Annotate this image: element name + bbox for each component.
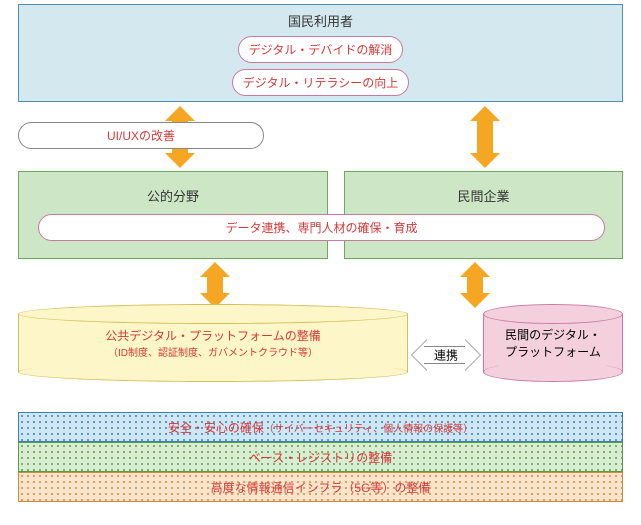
- link-label: 連携: [412, 347, 480, 364]
- l1-t: 安全・安心の確保: [168, 421, 264, 435]
- users-box: 国民利用者 デジタル・デバイドの解消 デジタル・リテラシーの向上: [18, 4, 623, 102]
- pill-divide: デジタル・デバイドの解消: [238, 36, 404, 63]
- shared-pill: データ連携、専門人材の確保・育成: [38, 214, 605, 241]
- layer-registry: ベース・レジストリの整備: [18, 442, 623, 472]
- cylL-l2: （ID制度、認証制度、ガバメントクラウド等）: [108, 348, 318, 359]
- private-platform-cyl: 民間のデジタル・プラットフォーム: [483, 304, 623, 382]
- public-title: 公的分野: [19, 172, 327, 205]
- arrow-top-right: [470, 106, 500, 168]
- public-platform-cyl: 公共デジタル・プラットフォームの整備 （ID制度、認証制度、ガバメントクラウド等）: [18, 304, 408, 382]
- cylR-l1: 民間のデジタル・: [505, 328, 601, 342]
- l2-t: ベース・レジストリの整備: [249, 451, 392, 465]
- layer-security: 安全・安心の確保（サイバーセキュリティ、個人情報の保護等）: [18, 412, 623, 442]
- users-title: 国民利用者: [19, 5, 622, 30]
- shared-label: データ連携、専門人材の確保・育成: [225, 221, 417, 235]
- l1-s: （サイバーセキュリティ、個人情報の保護等）: [264, 424, 473, 435]
- layer-infra: 高度な情報通信インフラ（5G等）の整備: [18, 472, 623, 502]
- link-arrow: 連携: [412, 340, 480, 370]
- uiux-pill: UI/UXの改善: [18, 122, 264, 149]
- uiux-label: UI/UXの改善: [107, 129, 175, 143]
- pill-literacy: デジタル・リテラシーの向上: [232, 69, 410, 96]
- arrow-mid-right: [460, 262, 490, 308]
- cylR-l2: プラットフォーム: [505, 345, 601, 359]
- arrow-mid-left: [200, 262, 230, 308]
- private-title: 民間企業: [345, 172, 622, 205]
- l3-t: 高度な情報通信インフラ（5G等）の整備: [211, 481, 431, 495]
- cylL-l1: 公共デジタル・プラットフォームの整備: [105, 329, 320, 343]
